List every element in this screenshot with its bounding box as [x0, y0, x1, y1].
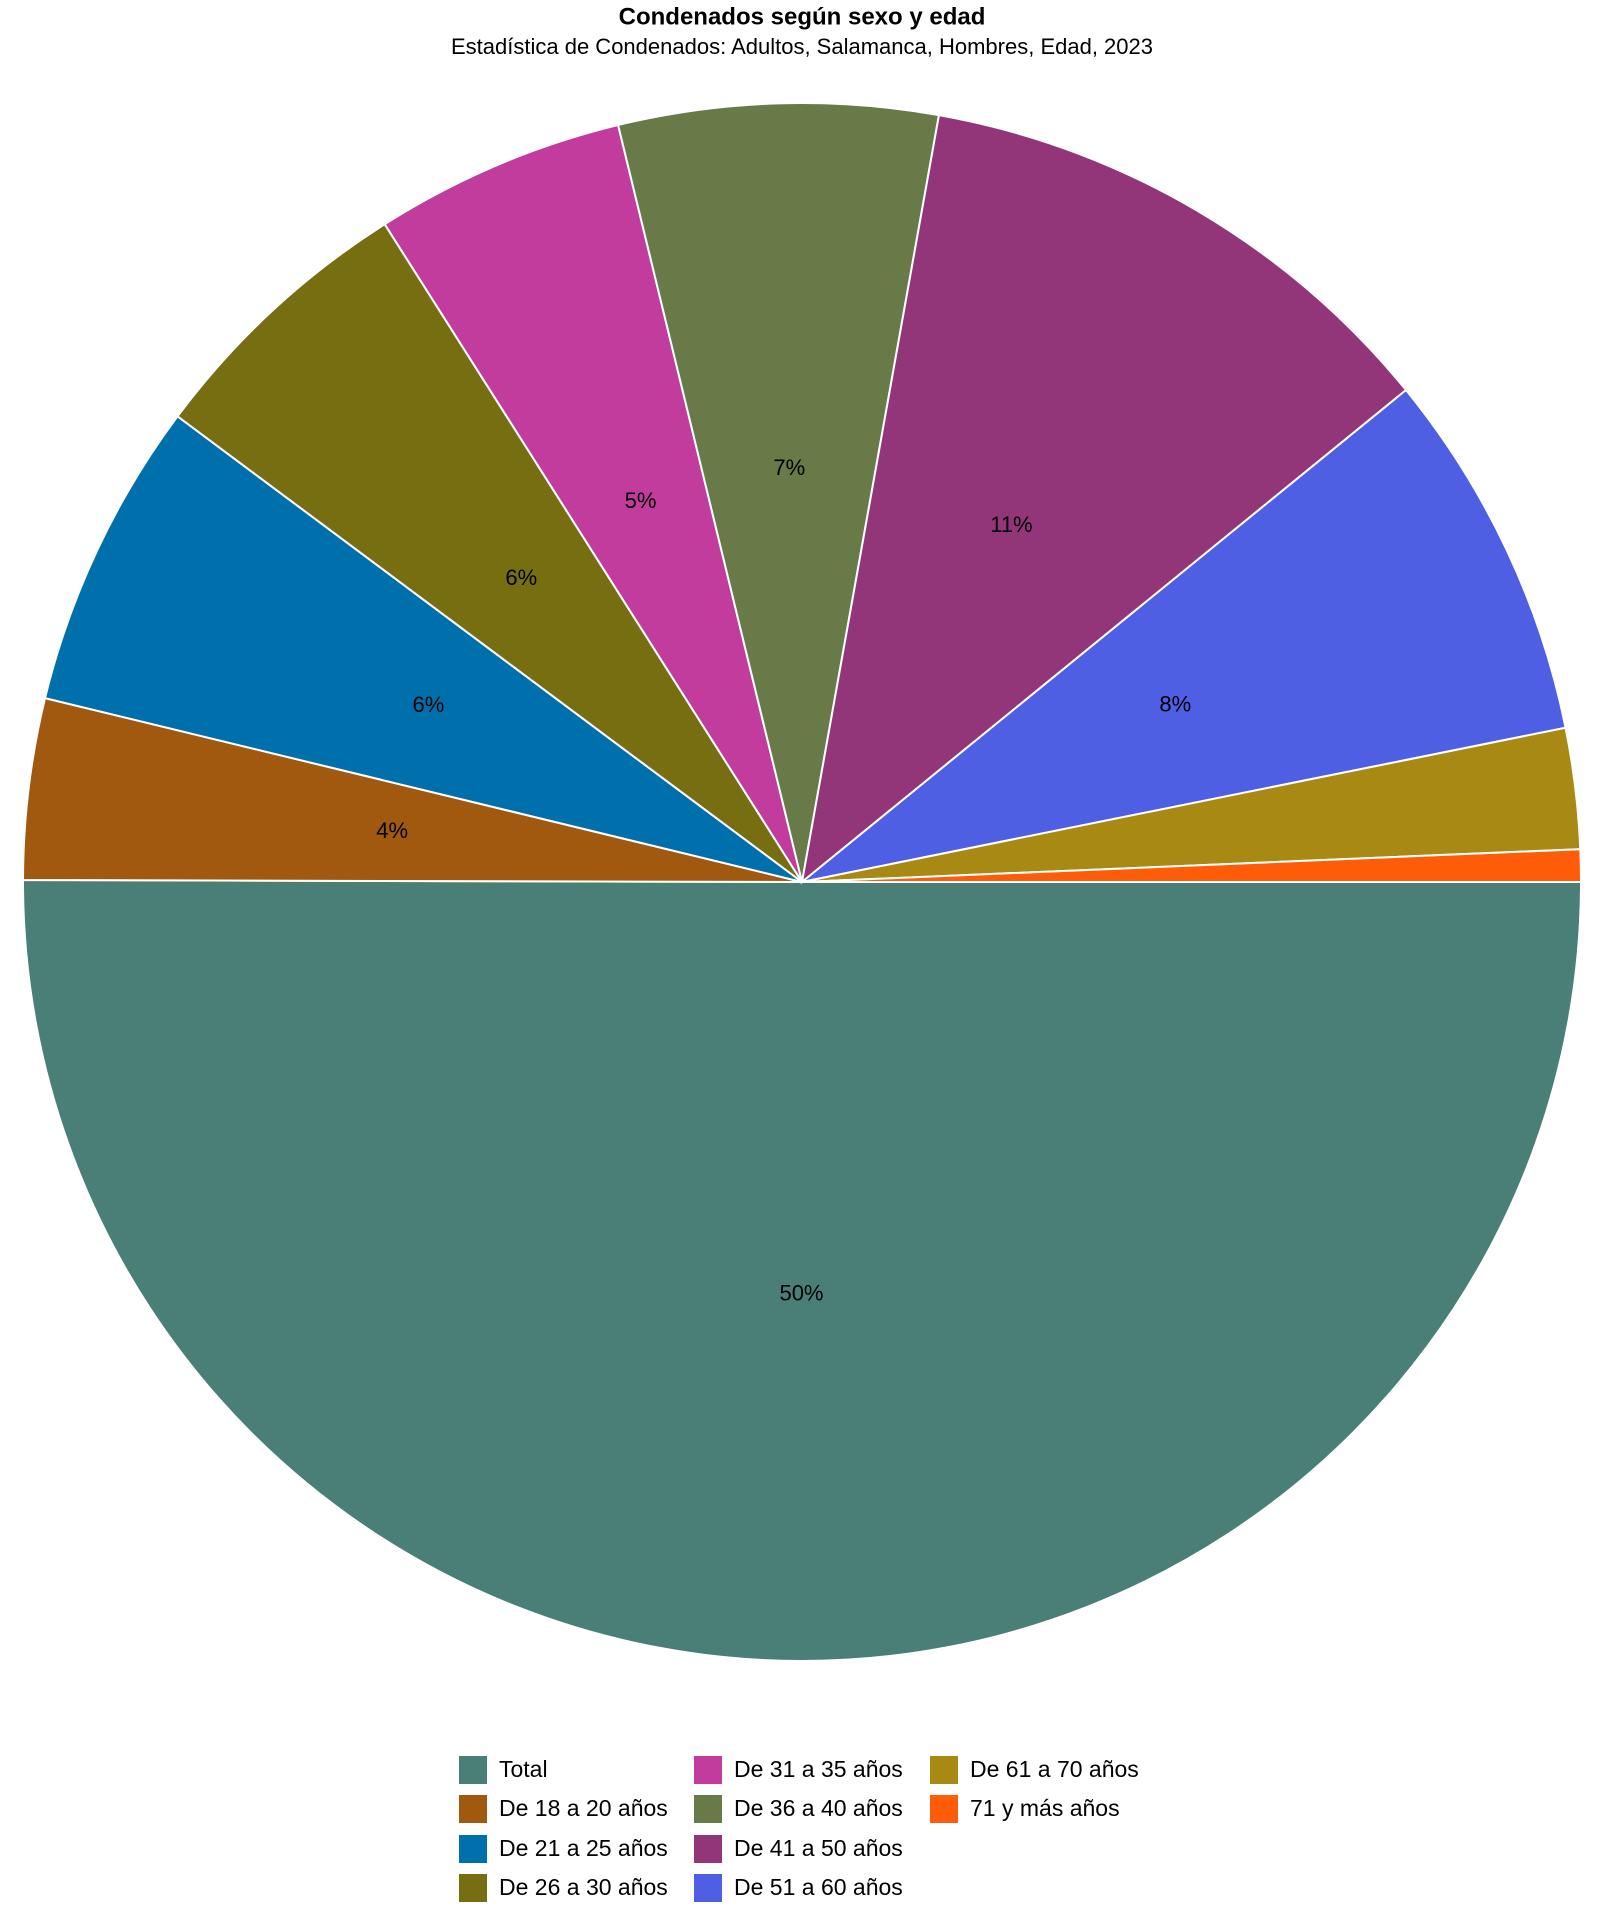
pie-slice: [616, 102, 941, 883]
slice-label: 4%: [376, 818, 408, 843]
legend-swatch: [694, 1756, 722, 1784]
slice-label: 6%: [412, 692, 444, 717]
legend-label: De 61 a 70 años: [970, 1756, 1139, 1782]
legend-swatch: [694, 1874, 722, 1902]
slice-label: 50%: [779, 1281, 823, 1306]
pie-slice: [801, 848, 1583, 883]
pie-slice: [800, 113, 1408, 885]
legend-swatch: [459, 1795, 487, 1823]
legend-label: 71 y más años: [970, 1795, 1120, 1821]
legend-label: Total: [499, 1756, 548, 1782]
slice-label: 5%: [625, 488, 657, 513]
legend-swatch: [459, 1874, 487, 1902]
legend-label: De 26 a 30 años: [499, 1874, 668, 1900]
slice-label: 7%: [773, 455, 805, 480]
pie-slice: [176, 222, 803, 883]
legend-swatch: [694, 1795, 722, 1823]
legend-label: De 31 a 35 años: [734, 1756, 903, 1782]
slice-label: 8%: [1159, 691, 1191, 716]
slice-label: 11%: [990, 512, 1032, 537]
legend-label: De 36 a 40 años: [734, 1795, 903, 1821]
legend-label: De 41 a 50 años: [734, 1835, 903, 1861]
chart-title: Condenados según sexo y edad: [619, 3, 986, 30]
pie-slice: [43, 414, 803, 883]
pie-slice: [801, 388, 1567, 883]
chart-subtitle: Estadística de Condenados: Adultos, Sala…: [451, 34, 1153, 59]
legend-label: De 21 a 25 años: [499, 1835, 668, 1861]
pie-slice: [383, 123, 803, 883]
legend-swatch: [459, 1756, 487, 1784]
legend-swatch: [459, 1835, 487, 1863]
slice-label: 6%: [505, 565, 537, 590]
legend-swatch: [694, 1835, 722, 1863]
pie-slice: [22, 879, 1583, 1663]
legend-label: De 18 a 20 años: [499, 1795, 668, 1821]
legend-swatch: [930, 1756, 958, 1784]
legend-label: De 51 a 60 años: [734, 1874, 903, 1900]
legend-swatch: [930, 1795, 958, 1823]
